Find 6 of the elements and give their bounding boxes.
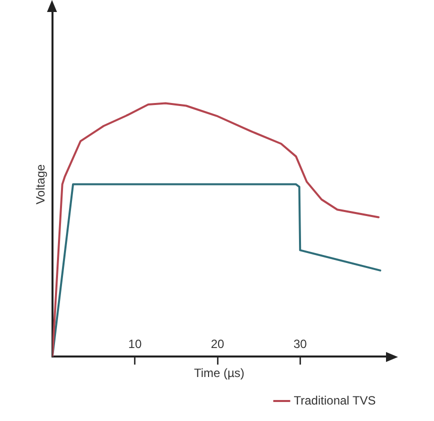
x-tick-label: 20 <box>210 336 225 351</box>
x-axis-title: Time (µs) <box>194 366 244 380</box>
y-axis-title: Voltage <box>34 164 48 204</box>
x-tick-label: 30 <box>293 336 308 351</box>
legend-label: Traditional TVS <box>294 393 376 408</box>
x-tick-label: 10 <box>128 336 142 351</box>
